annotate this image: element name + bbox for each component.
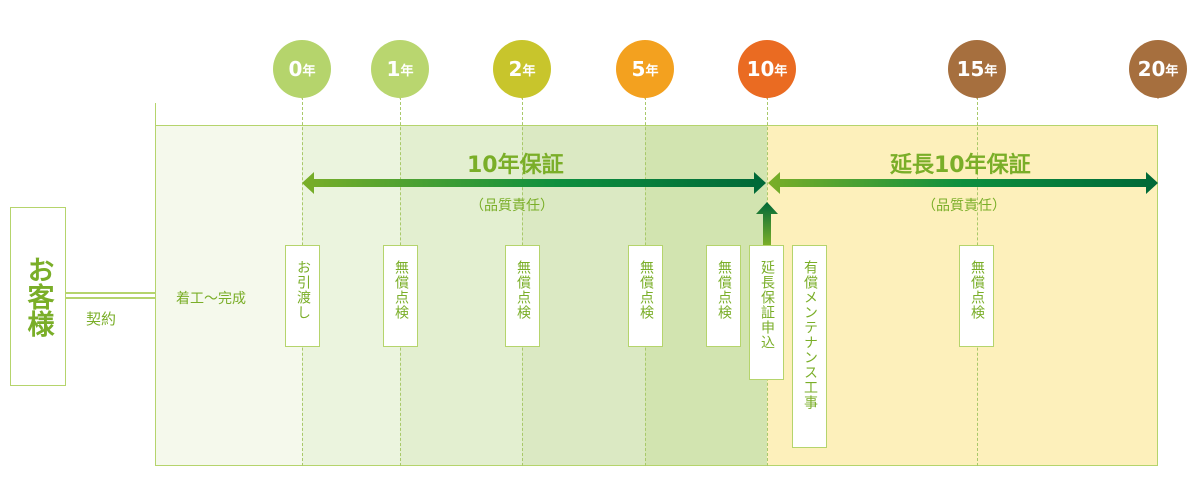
milestone-unit: 年 [522,63,536,79]
event-free-inspection-5: 無償点検 [628,245,663,347]
milestone-number: 1 [386,57,401,81]
milestone-bubble-20: 20 年 [1129,40,1187,98]
extended-warranty-subtitle: （品質責任） [922,198,1006,214]
milestone-pointer [762,93,772,99]
warranty-arrow [302,172,766,194]
warranty-title: 10年保証 [467,153,564,178]
milestone-unit: 年 [1165,63,1179,79]
milestone-pointer [640,93,650,99]
milestone-pointer [297,93,307,99]
milestone-number: 10 [746,57,775,81]
milestone-number: 2 [508,57,523,81]
construction-label: 着工〜完成 [176,291,246,307]
milestone-bubble-10: 10 年 [738,40,796,98]
event-free-inspection-10: 無償点検 [706,245,741,347]
milestone-unit: 年 [400,63,414,79]
warranty-subtitle: （品質責任） [470,198,554,214]
contract-line [66,292,155,299]
milestone-unit: 年 [984,63,998,79]
event-free-inspection-15: 無償点検 [959,245,994,347]
milestone-pointer [972,93,982,99]
milestone-pointer [517,93,527,99]
extended-warranty-title: 延長10年保証 [890,153,1031,178]
extended-warranty-arrow [768,172,1158,194]
milestone-pointer [395,93,405,99]
event-extension-application: 延長保証申込 [749,245,784,380]
customer-label: お客様 [22,256,54,337]
milestone-unit: 年 [302,63,316,79]
event-free-inspection-2: 無償点検 [505,245,540,347]
timeline-frame [155,125,1158,466]
event-paid-maintenance: 有償メンテナンス工事 [792,245,827,448]
event-handover: お引渡し [285,245,320,347]
milestone-pointer [1153,93,1163,99]
left-axis-line [155,103,156,125]
milestone-bubble-15: 15 年 [948,40,1006,98]
milestone-unit: 年 [774,63,788,79]
milestone-number: 15 [956,57,985,81]
milestone-number: 20 [1137,57,1166,81]
milestone-unit: 年 [645,63,659,79]
milestone-number: 5 [631,57,646,81]
up-arrow [756,202,778,245]
contract-label: 契約 [86,310,117,328]
milestone-number: 0 [288,57,303,81]
zone-construction [155,125,302,466]
customer-box: お客様 [10,207,66,386]
event-free-inspection-1: 無償点検 [383,245,418,347]
